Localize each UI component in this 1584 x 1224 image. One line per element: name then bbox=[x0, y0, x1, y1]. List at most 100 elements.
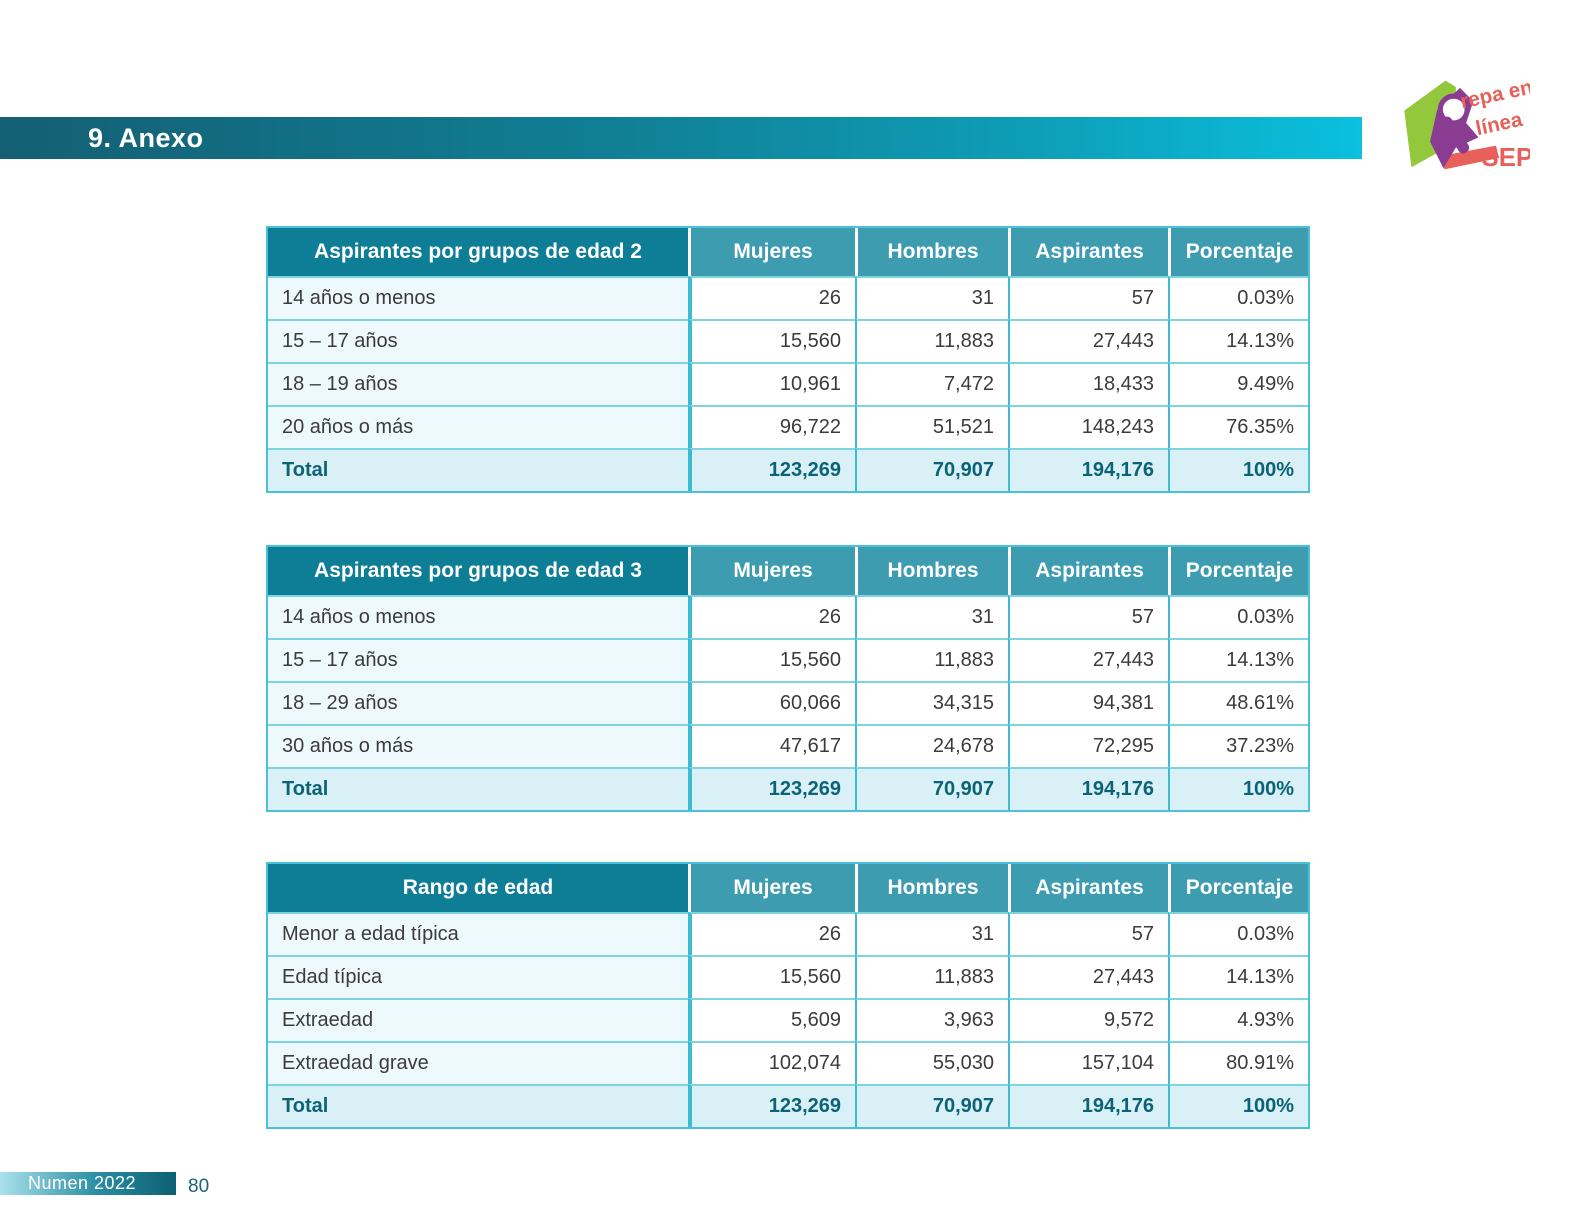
value-cell: 5,609 bbox=[688, 998, 855, 1041]
value-cell: 14.13% bbox=[1168, 955, 1308, 998]
value-cell: 11,883 bbox=[855, 319, 1008, 362]
column-header: Mujeres bbox=[688, 864, 855, 912]
value-cell: 96,722 bbox=[688, 405, 855, 448]
section-title: 9. Anexo bbox=[88, 122, 204, 153]
total-value-cell: 70,907 bbox=[855, 448, 1008, 491]
table-row: 18 – 19 años 10,961 7,472 18,433 9.49% bbox=[268, 362, 1308, 405]
total-label: Total bbox=[268, 448, 688, 491]
value-cell: 9.49% bbox=[1168, 362, 1308, 405]
value-cell: 26 bbox=[688, 595, 855, 638]
table-row: 14 años o menos 26 31 57 0.03% bbox=[268, 595, 1308, 638]
header-row: Aspirantes por grupos de edad 2 Mujeres Ho… bbox=[268, 228, 1308, 276]
total-label: Total bbox=[268, 1084, 688, 1127]
value-cell: 148,243 bbox=[1008, 405, 1168, 448]
column-header: Porcentaje bbox=[1168, 228, 1308, 276]
total-value-cell: 100% bbox=[1168, 448, 1308, 491]
table-row: Menor a edad típica 26 31 57 0.03% bbox=[268, 912, 1308, 955]
total-row: Total 123,269 70,907 194,176 100% bbox=[268, 1084, 1308, 1127]
value-cell: 47,617 bbox=[688, 724, 855, 767]
logo-coral-base bbox=[1441, 145, 1500, 170]
header-row: Rango de edad Mujeres Hombres Aspirantes Por… bbox=[268, 864, 1308, 912]
value-cell: 94,381 bbox=[1008, 681, 1168, 724]
row-label: 14 años o menos bbox=[268, 595, 688, 638]
column-header: Porcentaje bbox=[1168, 547, 1308, 595]
page-number: 80 bbox=[188, 1176, 210, 1197]
table-row: Extraedad grave 102,074 55,030 157,104 80.91… bbox=[268, 1041, 1308, 1084]
table-row: 20 años o más 96,722 51,521 148,243 76.35% bbox=[268, 405, 1308, 448]
value-cell: 31 bbox=[855, 595, 1008, 638]
table-row: 30 años o más 47,617 24,678 72,295 37.23% bbox=[268, 724, 1308, 767]
row-label: Extraedad bbox=[268, 998, 688, 1041]
value-cell: 76.35% bbox=[1168, 405, 1308, 448]
table-row: 14 años o menos 26 31 57 0.03% bbox=[268, 276, 1308, 319]
row-label: 20 años o más bbox=[268, 405, 688, 448]
row-label: 15 – 17 años bbox=[268, 319, 688, 362]
value-cell: 0.03% bbox=[1168, 595, 1308, 638]
value-cell: 31 bbox=[855, 276, 1008, 319]
row-label: 18 – 19 años bbox=[268, 362, 688, 405]
prepa-en-linea-sep-logo: repa en línea SEP bbox=[1404, 76, 1530, 172]
value-cell: 15,560 bbox=[688, 638, 855, 681]
table-row: 15 – 17 años 15,560 11,883 27,443 14.13% bbox=[268, 319, 1308, 362]
value-cell: 15,560 bbox=[688, 955, 855, 998]
table-title: Rango de edad bbox=[268, 864, 688, 912]
table-row: Edad típica 15,560 11,883 27,443 14.13% bbox=[268, 955, 1308, 998]
row-label: 30 años o más bbox=[268, 724, 688, 767]
row-label: Menor a edad típica bbox=[268, 912, 688, 955]
value-cell: 157,104 bbox=[1008, 1041, 1168, 1084]
total-row: Total 123,269 70,907 194,176 100% bbox=[268, 767, 1308, 810]
total-value-cell: 194,176 bbox=[1008, 767, 1168, 810]
table-row: 15 – 17 años 15,560 11,883 27,443 14.13% bbox=[268, 638, 1308, 681]
table-row: 18 – 29 años 60,066 34,315 94,381 48.61% bbox=[268, 681, 1308, 724]
value-cell: 26 bbox=[688, 912, 855, 955]
value-cell: 11,883 bbox=[855, 638, 1008, 681]
logo-lens-circle bbox=[1440, 96, 1468, 123]
column-header: Hombres bbox=[855, 228, 1008, 276]
row-label: 18 – 29 años bbox=[268, 681, 688, 724]
total-value-cell: 123,269 bbox=[688, 767, 855, 810]
value-cell: 27,443 bbox=[1008, 955, 1168, 998]
value-cell: 57 bbox=[1008, 912, 1168, 955]
row-label: 15 – 17 años bbox=[268, 638, 688, 681]
total-row: Total 123,269 70,907 194,176 100% bbox=[268, 448, 1308, 491]
total-value-cell: 194,176 bbox=[1008, 448, 1168, 491]
total-value-cell: 70,907 bbox=[855, 1084, 1008, 1127]
column-header: Aspirantes bbox=[1008, 864, 1168, 912]
value-cell: 15,560 bbox=[688, 319, 855, 362]
column-header: Hombres bbox=[855, 547, 1008, 595]
column-header: Porcentaje bbox=[1168, 864, 1308, 912]
column-header: Mujeres bbox=[688, 547, 855, 595]
value-cell: 0.03% bbox=[1168, 276, 1308, 319]
value-cell: 18,433 bbox=[1008, 362, 1168, 405]
table-aspirantes-grupos-edad-3: Aspirantes por grupos de edad 3 Mujeres Ho… bbox=[266, 545, 1310, 812]
value-cell: 0.03% bbox=[1168, 912, 1308, 955]
section-title-bar: 9. Anexo bbox=[0, 117, 1362, 159]
table-rango-de-edad: Rango de edad Mujeres Hombres Aspirantes Por… bbox=[266, 862, 1310, 1129]
table-title: Aspirantes por grupos de edad 2 bbox=[268, 228, 688, 276]
column-header: Aspirantes bbox=[1008, 547, 1168, 595]
value-cell: 51,521 bbox=[855, 405, 1008, 448]
value-cell: 14.13% bbox=[1168, 319, 1308, 362]
value-cell: 57 bbox=[1008, 276, 1168, 319]
value-cell: 9,572 bbox=[1008, 998, 1168, 1041]
value-cell: 11,883 bbox=[855, 955, 1008, 998]
total-value-cell: 100% bbox=[1168, 767, 1308, 810]
value-cell: 27,443 bbox=[1008, 319, 1168, 362]
total-value-cell: 100% bbox=[1168, 1084, 1308, 1127]
value-cell: 37.23% bbox=[1168, 724, 1308, 767]
value-cell: 10,961 bbox=[688, 362, 855, 405]
table-title: Aspirantes por grupos de edad 3 bbox=[268, 547, 688, 595]
column-header: Aspirantes bbox=[1008, 228, 1168, 276]
value-cell: 24,678 bbox=[855, 724, 1008, 767]
value-cell: 34,315 bbox=[855, 681, 1008, 724]
total-value-cell: 194,176 bbox=[1008, 1084, 1168, 1127]
value-cell: 31 bbox=[855, 912, 1008, 955]
row-label: Extraedad grave bbox=[268, 1041, 688, 1084]
row-label: 14 años o menos bbox=[268, 276, 688, 319]
value-cell: 57 bbox=[1008, 595, 1168, 638]
column-header: Mujeres bbox=[688, 228, 855, 276]
header-row: Aspirantes por grupos de edad 3 Mujeres Ho… bbox=[268, 547, 1308, 595]
column-header: Hombres bbox=[855, 864, 1008, 912]
table-row: Extraedad 5,609 3,963 9,572 4.93% bbox=[268, 998, 1308, 1041]
value-cell: 72,295 bbox=[1008, 724, 1168, 767]
